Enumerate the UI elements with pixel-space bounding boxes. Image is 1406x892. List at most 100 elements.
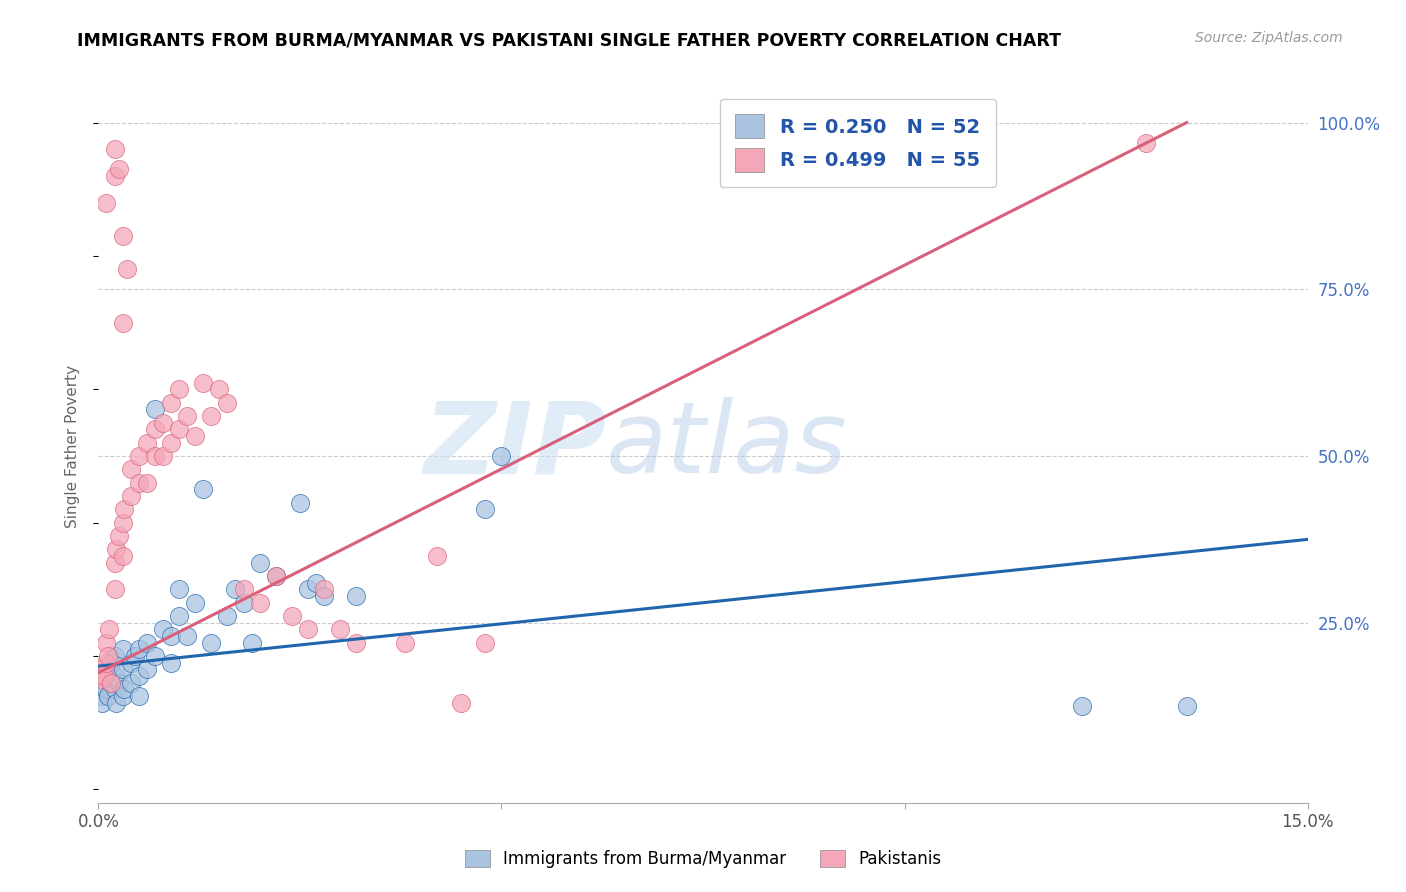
Point (152, 623, 174, 637)
Point (111, 516, 134, 530)
Point (93, 675, 115, 690)
Point (264, 569, 287, 583)
Point (100, 675, 122, 690)
Point (176, 629, 198, 643)
Point (160, 435, 183, 450)
Point (208, 382, 231, 396)
Point (160, 656, 183, 670)
Point (217, 609, 239, 624)
Point (105, 696, 128, 710)
Point (103, 556, 125, 570)
Point (426, 549, 449, 563)
Point (1175, 699, 1198, 714)
Point (111, 642, 134, 657)
Point (103, 169, 125, 183)
Point (93, 669, 115, 683)
Point (264, 569, 287, 583)
Point (97, 623, 120, 637)
Point (120, 489, 142, 503)
Point (329, 623, 352, 637)
Point (103, 142, 125, 156)
Point (96, 636, 118, 650)
Point (1070, 699, 1092, 714)
Point (474, 636, 496, 650)
Point (450, 696, 472, 710)
Point (90, 673, 112, 687)
Point (120, 675, 142, 690)
Point (111, 689, 134, 703)
Point (167, 609, 190, 624)
Point (111, 662, 134, 676)
Point (288, 496, 311, 510)
Point (394, 636, 416, 650)
Point (344, 636, 367, 650)
Point (103, 682, 125, 697)
Point (112, 682, 135, 697)
Point (193, 376, 215, 390)
Text: Source: ZipAtlas.com: Source: ZipAtlas.com (1195, 31, 1343, 45)
Y-axis label: Single Father Poverty: Single Father Poverty (65, 365, 80, 527)
Point (103, 669, 125, 683)
Point (184, 429, 207, 443)
Point (281, 609, 304, 624)
Point (96, 195, 118, 210)
Point (1135, 136, 1157, 150)
Point (90, 689, 112, 703)
Point (124, 649, 146, 664)
Point (91, 662, 114, 676)
Point (152, 416, 174, 430)
Point (143, 422, 166, 436)
Text: IMMIGRANTS FROM BURMA/MYANMAR VS PAKISTANI SINGLE FATHER POVERTY CORRELATION CHA: IMMIGRANTS FROM BURMA/MYANMAR VS PAKISTA… (77, 31, 1062, 49)
Point (107, 529, 129, 543)
Point (160, 395, 183, 409)
Point (96, 669, 118, 683)
Point (115, 262, 138, 277)
Point (97, 649, 120, 664)
Point (167, 582, 190, 597)
Point (249, 556, 271, 570)
Point (100, 656, 122, 670)
Point (128, 689, 150, 703)
Point (167, 382, 190, 396)
Point (128, 449, 150, 463)
Text: atlas: atlas (606, 398, 848, 494)
Legend: Immigrants from Burma/Myanmar, Pakistanis: Immigrants from Burma/Myanmar, Pakistani… (458, 843, 948, 875)
Point (344, 589, 367, 603)
Point (107, 162, 129, 177)
Point (297, 623, 319, 637)
Point (120, 462, 142, 476)
Point (143, 449, 166, 463)
Point (143, 402, 166, 417)
Point (200, 409, 222, 423)
Point (128, 669, 150, 683)
Point (135, 636, 157, 650)
Legend: R = 0.250   N = 52, R = 0.499   N = 55: R = 0.250 N = 52, R = 0.499 N = 55 (720, 99, 995, 187)
Point (135, 435, 157, 450)
Point (314, 589, 336, 603)
Point (103, 649, 125, 664)
Point (152, 449, 174, 463)
Point (491, 449, 513, 463)
Point (111, 549, 134, 563)
Point (112, 502, 135, 516)
Point (91, 696, 114, 710)
Point (97, 689, 120, 703)
Point (176, 409, 198, 423)
Point (200, 636, 222, 650)
Point (100, 675, 122, 690)
Point (240, 636, 263, 650)
Point (107, 675, 129, 690)
Point (217, 395, 239, 409)
Point (224, 582, 246, 597)
Point (111, 228, 134, 243)
Point (305, 575, 328, 590)
Point (160, 629, 183, 643)
Point (167, 422, 190, 436)
Point (249, 596, 271, 610)
Point (111, 316, 134, 330)
Point (128, 642, 150, 657)
Point (105, 542, 128, 557)
Point (232, 596, 254, 610)
Point (120, 656, 142, 670)
Point (232, 582, 254, 597)
